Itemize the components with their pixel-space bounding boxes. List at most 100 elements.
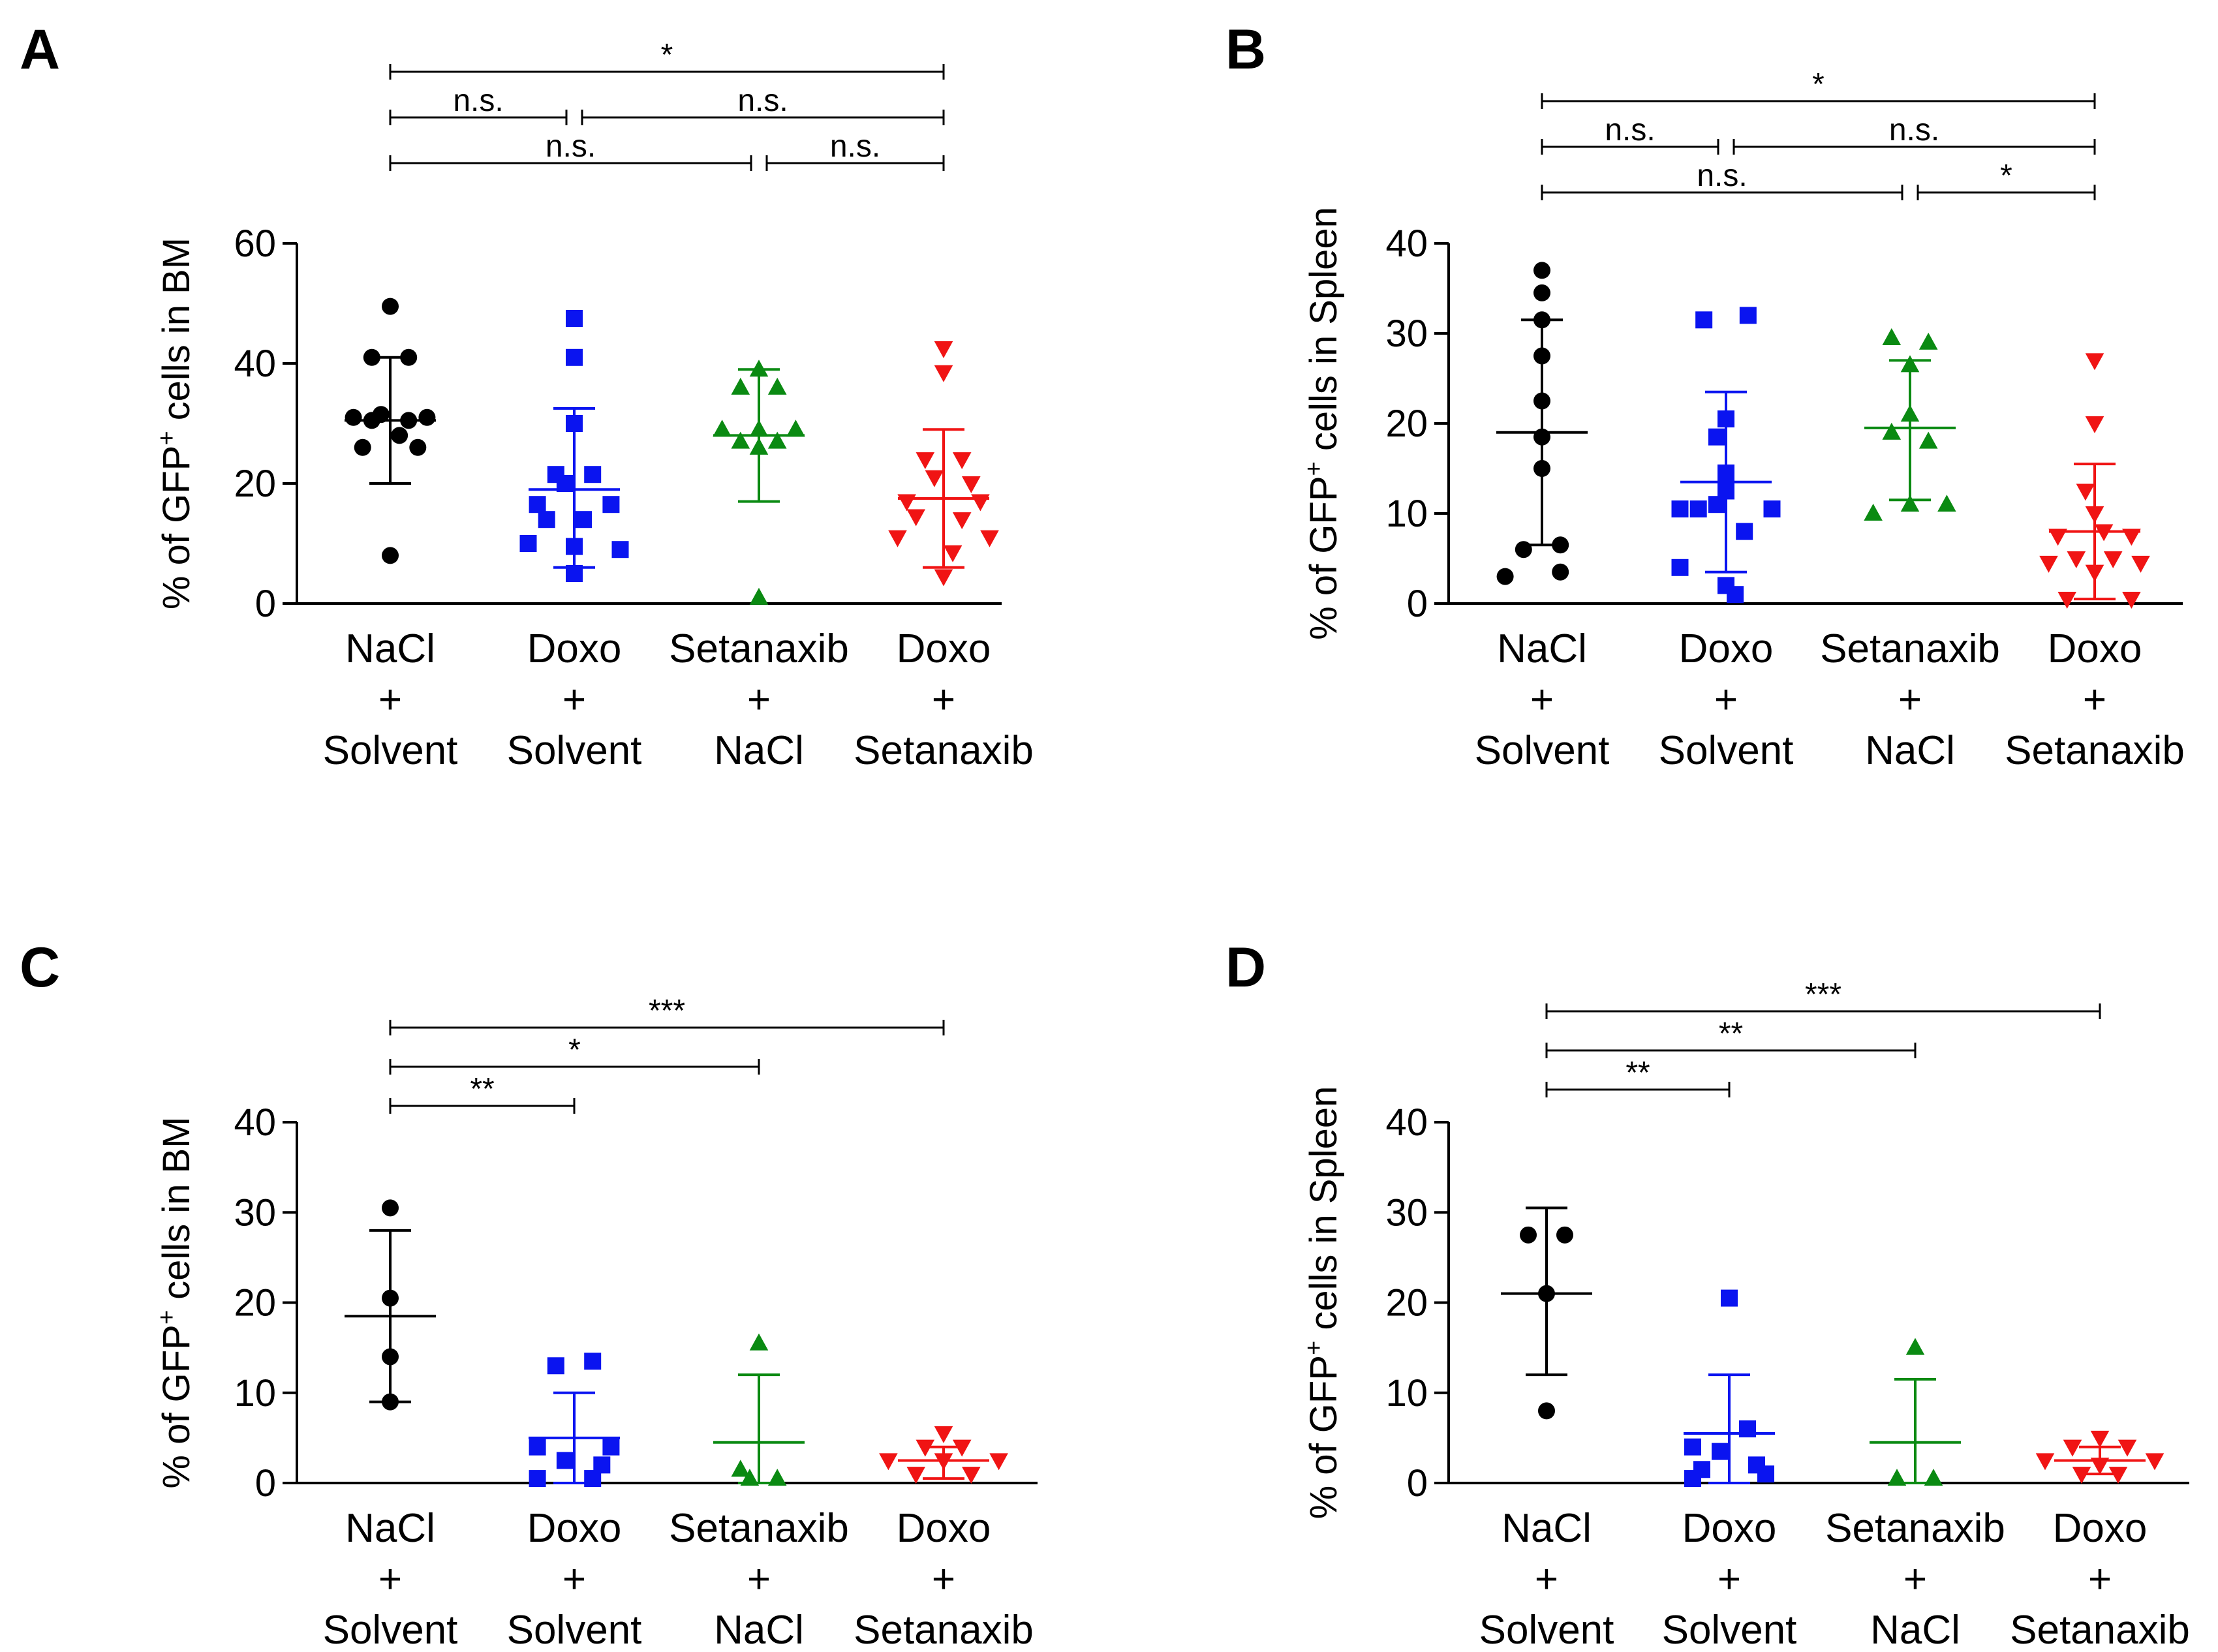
data-point bbox=[584, 1353, 602, 1370]
significance-bracket: ** bbox=[389, 1072, 576, 1114]
significance-label: n.s. bbox=[737, 84, 788, 118]
x-category-line2: + bbox=[562, 677, 586, 722]
x-category-line2: + bbox=[1535, 1557, 1558, 1602]
data-point bbox=[556, 1452, 574, 1469]
panel-letter: C bbox=[20, 936, 60, 999]
data-point bbox=[925, 470, 944, 487]
significance-label: *** bbox=[1805, 977, 1841, 1012]
data-point bbox=[713, 420, 732, 437]
data-point bbox=[916, 1439, 935, 1457]
data-point bbox=[1717, 410, 1734, 428]
data-point bbox=[2108, 1467, 2128, 1484]
data-point bbox=[382, 1393, 399, 1411]
series-0 bbox=[345, 298, 436, 564]
significance-label: ** bbox=[1719, 1017, 1743, 1051]
data-point bbox=[400, 412, 418, 429]
data-point bbox=[1727, 586, 1744, 604]
data-point bbox=[584, 466, 602, 483]
y-tick-label: 10 bbox=[1385, 493, 1428, 535]
data-point bbox=[749, 437, 769, 455]
data-point bbox=[2035, 1453, 2055, 1471]
y-tick-label: 0 bbox=[1407, 1462, 1428, 1505]
x-category-line3: Setanaxib bbox=[2005, 728, 2185, 773]
data-point bbox=[1757, 1465, 1774, 1483]
y-axis-title: % of GFP+ cells in BM bbox=[153, 1116, 198, 1488]
data-point bbox=[1684, 1470, 1701, 1488]
panel-letter: A bbox=[20, 18, 60, 81]
data-point bbox=[529, 1438, 546, 1456]
series-0 bbox=[1501, 1206, 1592, 1420]
series-3 bbox=[879, 1426, 1008, 1484]
data-point bbox=[1533, 392, 1550, 410]
data-point bbox=[566, 565, 583, 582]
data-point bbox=[1538, 1402, 1555, 1420]
significance-bracket: n.s. bbox=[389, 84, 568, 125]
data-point bbox=[1552, 536, 1569, 554]
y-tick-label: 30 bbox=[1385, 313, 1428, 355]
y-tick-label: 20 bbox=[1385, 403, 1428, 445]
data-point bbox=[1739, 1420, 1756, 1438]
data-point bbox=[1900, 355, 1920, 373]
x-category-line3: NaCl bbox=[1870, 1608, 1960, 1652]
x-category-line3: Solvent bbox=[507, 728, 642, 773]
data-point bbox=[1496, 568, 1514, 585]
data-point bbox=[2090, 1458, 2110, 1475]
x-category-line2: + bbox=[932, 1557, 955, 1602]
y-tick-label: 60 bbox=[234, 222, 276, 265]
data-point bbox=[400, 348, 418, 366]
significance-bracket: n.s. bbox=[581, 84, 945, 125]
data-point bbox=[1924, 1469, 1943, 1486]
significance-bracket: n.s. bbox=[389, 129, 752, 171]
data-point bbox=[1905, 1338, 1925, 1355]
significance-label: n.s. bbox=[1889, 113, 1939, 147]
x-category-line3: Setanaxib bbox=[2010, 1608, 2190, 1652]
data-point bbox=[934, 341, 953, 358]
data-point bbox=[382, 1199, 399, 1217]
x-category-line3: Solvent bbox=[1662, 1608, 1797, 1652]
data-point bbox=[2085, 564, 2104, 582]
data-point bbox=[2090, 1430, 2110, 1448]
data-point bbox=[372, 406, 390, 423]
significance-bracket: * bbox=[389, 1033, 760, 1075]
x-category-line3: Setanaxib bbox=[854, 728, 1034, 773]
y-tick-label: 30 bbox=[1385, 1191, 1428, 1234]
x-category-line2: + bbox=[378, 677, 402, 722]
x-category-line2: + bbox=[1903, 1557, 1927, 1602]
series-0 bbox=[1496, 262, 1588, 585]
data-point bbox=[786, 420, 805, 437]
series-2 bbox=[1870, 1338, 1961, 1486]
significance-bracket: n.s. bbox=[1541, 113, 1719, 155]
data-point bbox=[2057, 592, 2076, 609]
data-point bbox=[1552, 563, 1569, 581]
significance-bracket: *** bbox=[1545, 977, 2101, 1019]
data-point bbox=[749, 1333, 769, 1351]
data-point bbox=[916, 452, 935, 470]
series-3 bbox=[888, 341, 999, 587]
data-point bbox=[934, 1426, 953, 1443]
data-point bbox=[731, 377, 750, 395]
data-point bbox=[1918, 431, 1938, 449]
x-category-line1: Doxo bbox=[527, 1506, 622, 1551]
significance-bracket: * bbox=[389, 38, 945, 80]
significance-label: * bbox=[1812, 67, 1825, 102]
data-point bbox=[2094, 524, 2114, 542]
data-point bbox=[2076, 483, 2095, 501]
x-category-line1: Doxo bbox=[897, 1506, 991, 1551]
x-category-line3: Solvent bbox=[1479, 1608, 1614, 1652]
data-point bbox=[2048, 528, 2067, 546]
y-title-rest: cells in Spleen bbox=[1302, 207, 1345, 461]
data-point bbox=[989, 1453, 1008, 1471]
significance-bracket: * bbox=[1541, 67, 2096, 109]
x-category-line1: NaCl bbox=[1502, 1506, 1592, 1551]
data-point bbox=[519, 535, 537, 552]
significance-label: * bbox=[568, 1033, 581, 1067]
data-point bbox=[1538, 1285, 1555, 1302]
data-point bbox=[1533, 428, 1550, 446]
x-category-line3: Solvent bbox=[507, 1608, 642, 1652]
data-point bbox=[2067, 551, 2086, 568]
y-title-main: % of GFP bbox=[1302, 1355, 1345, 1519]
